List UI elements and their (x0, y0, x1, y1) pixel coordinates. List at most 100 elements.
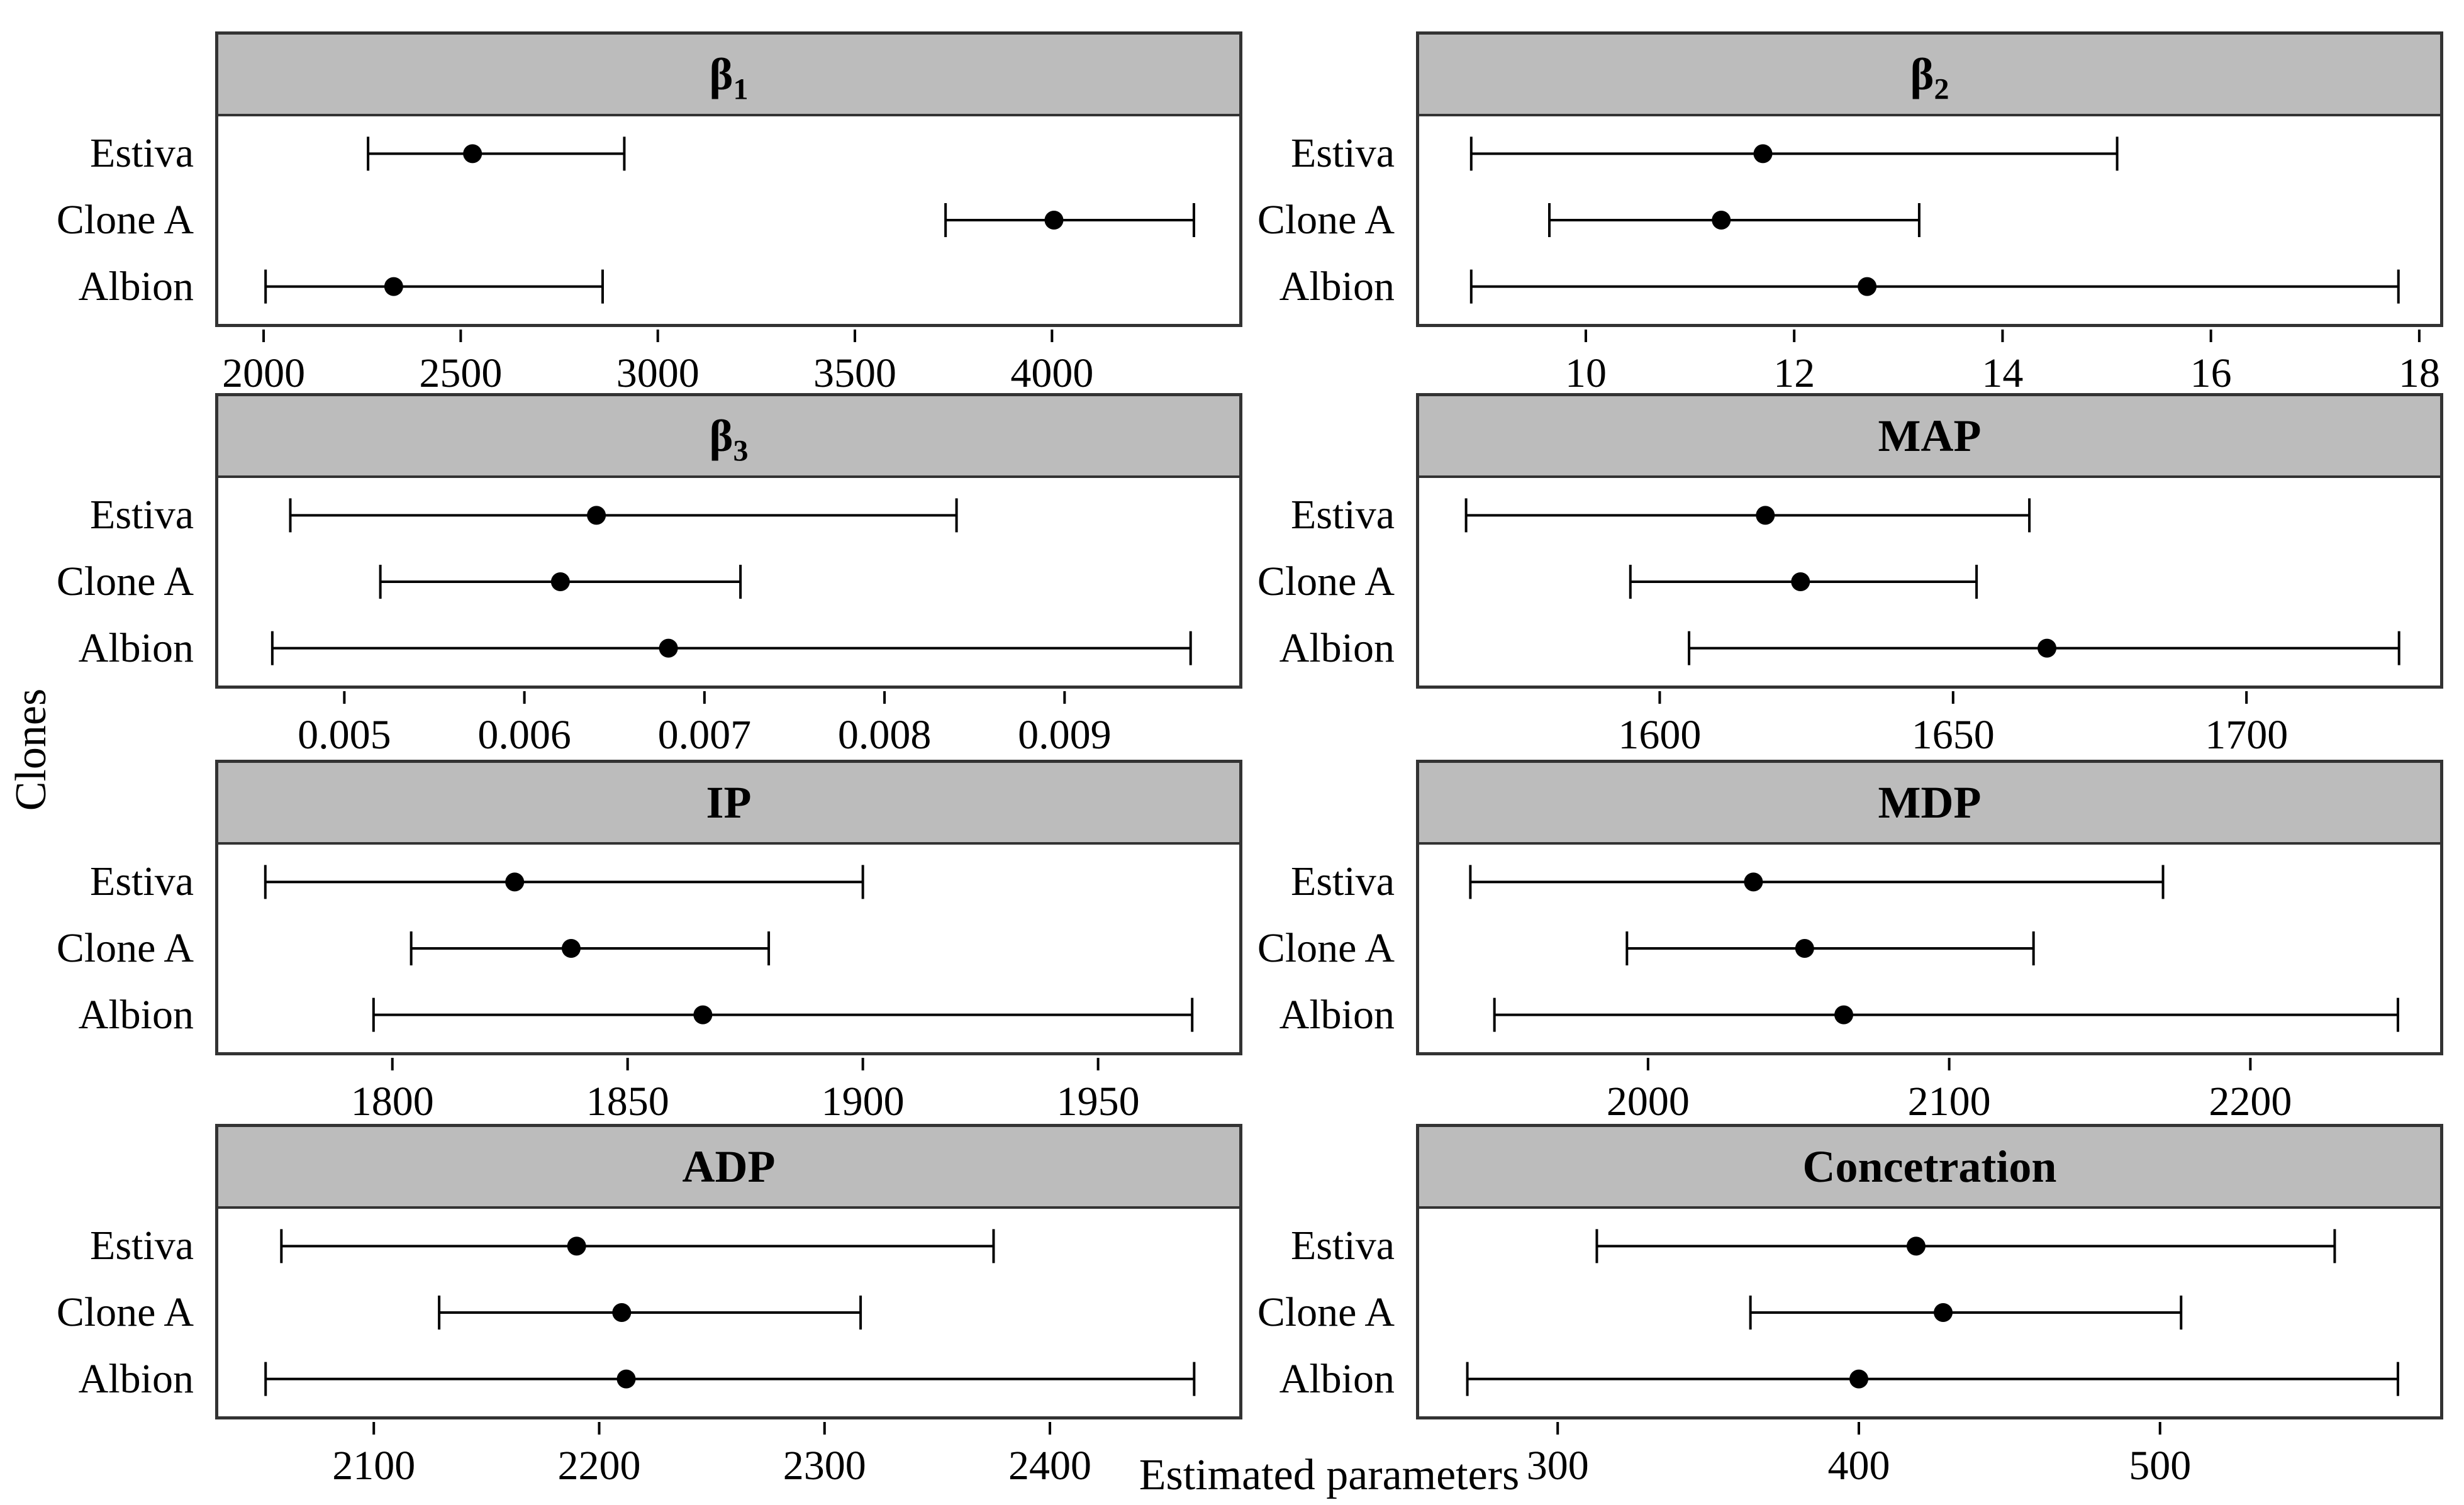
plot-canvas-beta2: 10 12 14 16 18 (1469, 136, 2440, 396)
row-label-estiva: Estiva (90, 858, 194, 905)
panel-concetration: Estiva Clone A Albion Concetration 300 40… (1257, 1124, 2443, 1489)
x-tick-label: 4000 (1010, 350, 1093, 396)
plot-area: 2100 2200 2300 2400 (218, 1209, 1239, 1489)
x-tick-label: 300 (1527, 1443, 1589, 1489)
panel-strip-beta1: β1 (218, 35, 1239, 116)
row-labels: Estiva Clone A Albion (1246, 116, 1403, 324)
row-labels: Estiva Clone A Albion (1246, 478, 1403, 686)
row-labels: Estiva Clone A Albion (45, 478, 203, 686)
panel-title: β (709, 411, 733, 461)
x-tick-label: 14 (1982, 350, 2023, 396)
row-label-estiva: Estiva (90, 1223, 194, 1269)
point-estimate (1849, 1369, 1868, 1389)
plot-area: 0.005 0.006 0.007 0.008 0.009 (218, 478, 1239, 758)
row-label-clone-a: Clone A (56, 197, 194, 243)
panel-title: MAP (1878, 411, 1982, 461)
point-estimate (612, 1303, 632, 1322)
point-estimate (1906, 1236, 1926, 1256)
row-label-clone-a: Clone A (1257, 925, 1395, 971)
panel-title-subscript: 1 (733, 72, 749, 106)
panel-box: Concetration 300 400 500 (1416, 1124, 2443, 1489)
row-label-albion: Albion (1279, 1355, 1395, 1402)
row-label-albion: Albion (78, 625, 194, 671)
panel-beta1: Estiva Clone A Albion β1 2000 2500 3000 350… (57, 31, 1242, 396)
x-tick-label: 2300 (783, 1443, 866, 1489)
panel-title: β (1910, 49, 1934, 99)
row-labels: Estiva Clone A Albion (1246, 1209, 1403, 1416)
row-label-clone-a: Clone A (1257, 558, 1395, 604)
point-estimate (567, 1236, 586, 1256)
point-estimate (1753, 144, 1773, 164)
row-label-clone-a: Clone A (56, 558, 194, 604)
point-estimate (1712, 211, 1731, 230)
panel-strip-beta3: β3 (218, 396, 1239, 478)
x-tick-label: 3500 (813, 350, 896, 396)
panel-map: Estiva Clone A Albion MAP 1600 1650 1700 (1257, 393, 2443, 758)
panel-title: Concetration (1802, 1141, 2057, 1192)
point-estimate (561, 939, 581, 958)
panel-strip-ip: IP (218, 763, 1239, 845)
plot-area: 1600 1650 1700 (1419, 478, 2440, 758)
plot-canvas-concetration: 300 400 500 (1466, 1229, 2399, 1489)
point-estimate (505, 872, 525, 892)
x-tick-label: 0.007 (658, 712, 752, 758)
point-estimate (1744, 872, 1763, 892)
row-label-estiva: Estiva (90, 130, 194, 177)
row-label-albion: Albion (78, 991, 194, 1038)
plot-canvas-beta1: 2000 2500 3000 3500 4000 (222, 136, 1195, 396)
x-tick-label: 2100 (332, 1443, 415, 1489)
plot-canvas-map: 1600 1650 1700 (1464, 498, 2400, 758)
panel-strip-concetration: Concetration (1419, 1127, 2440, 1209)
plot-canvas-beta3: 0.005 0.006 0.007 0.008 0.009 (270, 498, 1192, 758)
row-labels: Estiva Clone A Albion (1246, 845, 1403, 1052)
x-tick-label: 0.008 (838, 712, 932, 758)
plot-area: 2000 2100 2200 (1419, 845, 2440, 1125)
panel-strip-beta2: β2 (1419, 35, 2440, 116)
point-estimate (693, 1005, 713, 1025)
x-tick-label: 2400 (1008, 1443, 1091, 1489)
x-tick-label: 0.005 (298, 712, 391, 758)
x-axis-title: Estimated parameters (1139, 1451, 1520, 1499)
point-estimate (1834, 1005, 1854, 1025)
row-label-estiva: Estiva (90, 492, 194, 538)
point-estimate (463, 144, 482, 164)
plot-area: 300 400 500 (1419, 1209, 2440, 1489)
x-tick-label: 2200 (557, 1443, 640, 1489)
plot-area: 10 12 14 16 18 (1419, 116, 2440, 396)
point-estimate (659, 638, 678, 658)
x-tick-label: 1900 (822, 1079, 905, 1125)
x-tick-label: 18 (2399, 350, 2440, 396)
panel-box: IP 1800 1850 1900 1950 (215, 760, 1242, 1125)
row-label-estiva: Estiva (1291, 858, 1395, 905)
x-tick-label: 2200 (2209, 1079, 2292, 1125)
x-tick-label: 0.006 (477, 712, 571, 758)
panel-title: β (709, 49, 733, 99)
row-label-clone-a: Clone A (56, 1289, 194, 1335)
panel-box: MAP 1600 1650 1700 (1416, 393, 2443, 758)
x-tick-label: 400 (1827, 1443, 1890, 1489)
point-estimate (550, 572, 570, 591)
point-estimate (587, 506, 606, 525)
row-labels: Estiva Clone A Albion (45, 845, 203, 1052)
plot-area: 1800 1850 1900 1950 (218, 845, 1239, 1125)
x-tick-label: 500 (2129, 1443, 2191, 1489)
panel-title-subscript: 2 (1934, 72, 1949, 106)
point-estimate (1791, 572, 1810, 591)
x-tick-label: 1800 (351, 1079, 434, 1125)
row-label-albion: Albion (1279, 625, 1395, 671)
panel-beta2: Estiva Clone A Albion β2 10 12 14 16 18 (1257, 31, 2443, 396)
plot-canvas-mdp: 2000 2100 2200 (1469, 865, 2399, 1125)
x-tick-label: 1950 (1057, 1079, 1140, 1125)
panel-box: β3 0.005 0.006 0.007 0.008 0.009 (215, 393, 1242, 758)
panel-adp: Estiva Clone A Albion ADP 2100 2200 2300 24… (57, 1124, 1242, 1489)
row-label-clone-a: Clone A (56, 925, 194, 971)
row-label-albion: Albion (78, 1355, 194, 1402)
x-tick-label: 1600 (1618, 712, 1701, 758)
point-estimate (1934, 1303, 1953, 1322)
row-label-albion: Albion (78, 263, 194, 309)
point-estimate (384, 277, 403, 296)
panel-mdp: Estiva Clone A Albion MDP 2000 2100 2200 (1257, 760, 2443, 1125)
panel-strip-map: MAP (1419, 396, 2440, 478)
panel-title: MDP (1878, 777, 1982, 828)
row-label-albion: Albion (1279, 991, 1395, 1038)
